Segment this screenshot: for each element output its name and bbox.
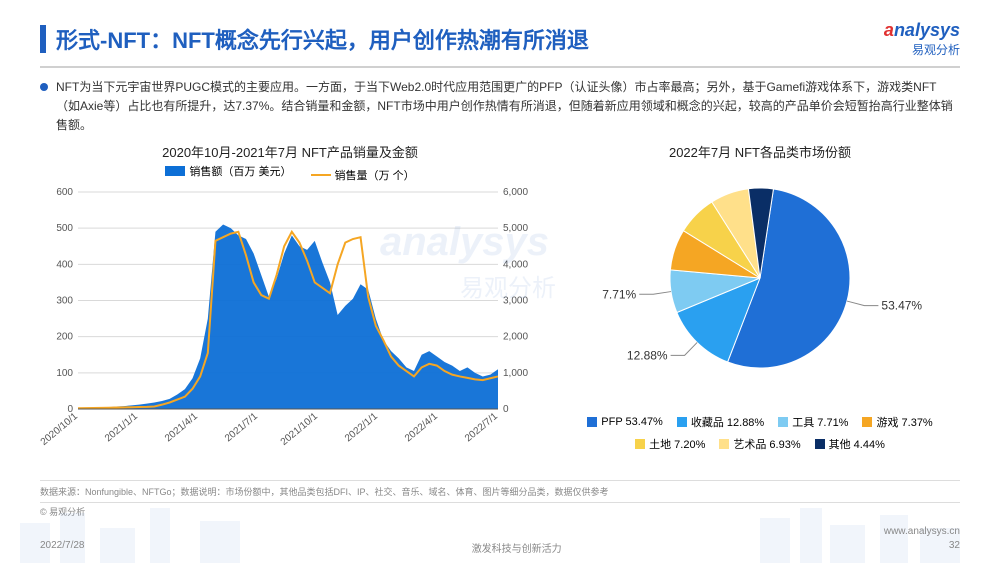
pie-legend-label: 工具 7.71% xyxy=(792,414,848,430)
footer-date: 2022/7/28 xyxy=(40,540,85,555)
svg-text:2021/1/1: 2021/1/1 xyxy=(103,410,140,444)
pie-legend-item: 收藏品 12.88% xyxy=(677,414,764,430)
svg-text:300: 300 xyxy=(56,295,73,306)
pie-legend-swatch xyxy=(862,417,872,427)
svg-text:600: 600 xyxy=(56,187,73,198)
legend-line-label: 销售量（万 个） xyxy=(335,167,415,183)
svg-text:6,000: 6,000 xyxy=(503,187,528,198)
bullet-dot-icon xyxy=(40,83,48,91)
svg-text:53.47%: 53.47% xyxy=(881,298,922,312)
pie-legend-label: 土地 7.20% xyxy=(649,436,705,452)
title-accent xyxy=(40,25,46,53)
title-bar: 形式-NFT：NFT概念先行兴起，用户创作热潮有所消退 analysys 易观分… xyxy=(40,20,960,68)
slide: 形式-NFT：NFT概念先行兴起，用户创作热潮有所消退 analysys 易观分… xyxy=(0,0,1000,563)
svg-text:100: 100 xyxy=(56,367,73,378)
area-chart-title: 2020年10月-2021年7月 NFT产品销量及金额 xyxy=(40,142,540,161)
pie-legend-label: 艺术品 6.93% xyxy=(733,436,800,452)
svg-text:2022/7/1: 2022/7/1 xyxy=(463,410,500,444)
source-note: 数据来源：Nonfungible、NFTGo；数据说明：市场份额中，其他品类包括… xyxy=(40,480,960,503)
legend-line: 销售量（万 个） xyxy=(311,167,415,183)
pie-legend-swatch xyxy=(677,417,687,427)
pie-legend-label: 游戏 7.37% xyxy=(876,414,932,430)
pie-legend-label: 其他 4.44% xyxy=(829,436,885,452)
logo-sub: 易观分析 xyxy=(884,41,960,58)
area-chart-container: 2020年10月-2021年7月 NFT产品销量及金额 销售额（百万 美元） 销… xyxy=(40,142,540,472)
svg-text:2022/4/1: 2022/4/1 xyxy=(403,410,440,444)
pie-legend-item: 艺术品 6.93% xyxy=(719,436,800,452)
svg-text:12.88%: 12.88% xyxy=(627,348,668,362)
pie-legend-label: 收藏品 12.88% xyxy=(691,414,764,430)
footer: 2022/7/28 激发科技与创新活力 32 xyxy=(40,540,960,555)
logo: analysys 易观分析 xyxy=(884,20,960,58)
svg-text:0: 0 xyxy=(503,404,509,415)
page-title: 形式-NFT：NFT概念先行兴起，用户创作热潮有所消退 xyxy=(56,23,589,55)
svg-text:2022/1/1: 2022/1/1 xyxy=(343,410,380,444)
bullet-text: NFT为当下元宇宙世界PUGC模式的主要应用。一方面，于当下Web2.0时代应用… xyxy=(56,78,960,136)
area-chart-svg: 010020030040050060001,0002,0003,0004,000… xyxy=(40,187,540,467)
bullet-row: NFT为当下元宇宙世界PUGC模式的主要应用。一方面，于当下Web2.0时代应用… xyxy=(40,78,960,136)
pie-legend-item: 游戏 7.37% xyxy=(862,414,932,430)
logo-red: a xyxy=(884,20,894,40)
pie-chart-svg: 53.47% 12.88% 7.71% xyxy=(560,163,940,403)
legend-line-swatch xyxy=(311,174,331,176)
pie-legend-item: PFP 53.47% xyxy=(587,414,663,430)
charts-row: 2020年10月-2021年7月 NFT产品销量及金额 销售额（百万 美元） 销… xyxy=(40,142,960,472)
pie-legend: PFP 53.47% 收藏品 12.88% 工具 7.71% 游戏 7.37% 土地 7… xyxy=(560,414,960,452)
logo-blue: nalysys xyxy=(894,20,960,40)
copyright: © 易观分析 xyxy=(40,505,960,518)
logo-main: analysys xyxy=(884,20,960,41)
legend-bar-swatch xyxy=(165,166,185,176)
legend-bar: 销售额（百万 美元） xyxy=(165,163,291,179)
title-left: 形式-NFT：NFT概念先行兴起，用户创作热潮有所消退 xyxy=(40,23,589,55)
svg-text:4,000: 4,000 xyxy=(503,259,528,270)
legend-bar-label: 销售额（百万 美元） xyxy=(189,163,291,179)
svg-text:2020/10/1: 2020/10/1 xyxy=(40,410,80,447)
pie-legend-label: PFP 53.47% xyxy=(601,416,663,428)
svg-text:2021/4/1: 2021/4/1 xyxy=(163,410,200,444)
svg-text:400: 400 xyxy=(56,259,73,270)
svg-text:1,000: 1,000 xyxy=(503,367,528,378)
pie-legend-swatch xyxy=(719,439,729,449)
footer-tagline: 激发科技与创新活力 xyxy=(472,540,562,555)
pie-legend-item: 土地 7.20% xyxy=(635,436,705,452)
pie-legend-swatch xyxy=(815,439,825,449)
svg-text:3,000: 3,000 xyxy=(503,295,528,306)
svg-text:2021/7/1: 2021/7/1 xyxy=(223,410,260,444)
footer-page: 32 xyxy=(949,540,960,555)
pie-chart-container: 2022年7月 NFT各品类市场份额 53.47% 12.88% 7.71% PFP… xyxy=(560,142,960,472)
footer-url: www.analysys.cn xyxy=(884,526,960,537)
pie-legend-swatch xyxy=(778,417,788,427)
svg-text:200: 200 xyxy=(56,331,73,342)
pie-legend-item: 其他 4.44% xyxy=(815,436,885,452)
pie-legend-swatch xyxy=(635,439,645,449)
pie-legend-item: 工具 7.71% xyxy=(778,414,848,430)
pie-chart-title: 2022年7月 NFT各品类市场份额 xyxy=(560,142,960,161)
area-chart-legend: 销售额（百万 美元） 销售量（万 个） xyxy=(40,163,540,183)
svg-text:500: 500 xyxy=(56,223,73,234)
svg-text:2021/10/1: 2021/10/1 xyxy=(279,410,320,447)
svg-text:5,000: 5,000 xyxy=(503,223,528,234)
pie-legend-swatch xyxy=(587,417,597,427)
svg-text:2,000: 2,000 xyxy=(503,331,528,342)
svg-text:7.71%: 7.71% xyxy=(602,287,636,301)
